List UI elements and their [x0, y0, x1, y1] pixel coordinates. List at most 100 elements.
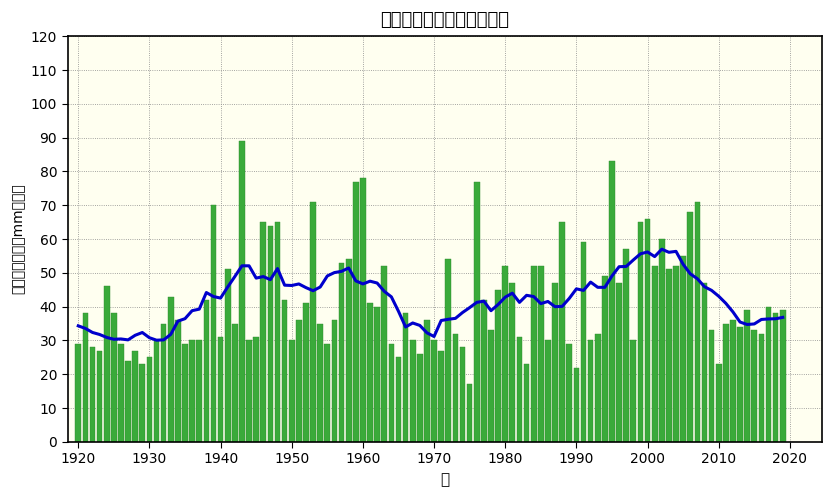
- Bar: [723, 324, 729, 442]
- Bar: [531, 266, 536, 442]
- Bar: [168, 296, 173, 442]
- Bar: [452, 334, 458, 442]
- Bar: [82, 313, 88, 442]
- Bar: [631, 341, 636, 442]
- Bar: [545, 341, 551, 442]
- Bar: [360, 178, 366, 442]
- Bar: [616, 283, 622, 442]
- Bar: [446, 259, 451, 442]
- Bar: [552, 283, 558, 442]
- Bar: [353, 182, 359, 442]
- Bar: [104, 286, 110, 442]
- Bar: [474, 182, 480, 442]
- Bar: [303, 303, 309, 442]
- Bar: [161, 324, 167, 442]
- Bar: [751, 330, 757, 442]
- Bar: [716, 364, 721, 442]
- Bar: [147, 358, 152, 442]
- Bar: [253, 337, 259, 442]
- Bar: [438, 351, 444, 442]
- Bar: [111, 313, 117, 442]
- Bar: [566, 344, 572, 442]
- Bar: [232, 324, 237, 442]
- Bar: [759, 334, 764, 442]
- Bar: [132, 351, 138, 442]
- Bar: [766, 307, 771, 442]
- Bar: [602, 276, 608, 442]
- Bar: [217, 337, 223, 442]
- Bar: [651, 266, 657, 442]
- Bar: [118, 344, 124, 442]
- Bar: [637, 222, 643, 442]
- Bar: [737, 327, 743, 442]
- Bar: [424, 320, 430, 442]
- Bar: [317, 324, 323, 442]
- Bar: [431, 341, 436, 442]
- Bar: [673, 266, 679, 442]
- X-axis label: 年: 年: [440, 472, 449, 487]
- Bar: [332, 320, 337, 442]
- Bar: [346, 259, 352, 442]
- Bar: [275, 222, 281, 442]
- Bar: [367, 303, 373, 442]
- Bar: [681, 256, 686, 442]
- Y-axis label: １時間降水量（mm／時）: １時間降水量（mm／時）: [11, 184, 25, 294]
- Bar: [687, 212, 693, 442]
- Bar: [189, 341, 195, 442]
- Bar: [588, 341, 593, 442]
- Bar: [695, 202, 701, 442]
- Bar: [239, 141, 245, 442]
- Bar: [76, 344, 81, 442]
- Bar: [773, 313, 779, 442]
- Bar: [402, 313, 408, 442]
- Bar: [410, 341, 416, 442]
- Bar: [289, 341, 295, 442]
- Bar: [97, 351, 102, 442]
- Bar: [388, 344, 394, 442]
- Bar: [282, 300, 287, 442]
- Bar: [516, 337, 522, 442]
- Bar: [574, 368, 579, 442]
- Bar: [645, 219, 651, 442]
- Bar: [730, 320, 736, 442]
- Bar: [481, 300, 486, 442]
- Bar: [538, 266, 544, 442]
- Bar: [595, 334, 601, 442]
- Bar: [247, 341, 252, 442]
- Bar: [709, 330, 715, 442]
- Bar: [374, 307, 380, 442]
- Bar: [460, 347, 466, 442]
- Bar: [325, 344, 330, 442]
- Bar: [417, 354, 422, 442]
- Bar: [203, 300, 209, 442]
- Bar: [90, 347, 95, 442]
- Bar: [701, 283, 707, 442]
- Bar: [182, 344, 188, 442]
- Bar: [488, 330, 494, 442]
- Bar: [510, 283, 515, 442]
- Bar: [211, 205, 217, 442]
- Bar: [339, 263, 344, 442]
- Title: 東京の年最大１時間降水量: 東京の年最大１時間降水量: [380, 11, 509, 29]
- Bar: [153, 341, 159, 442]
- Bar: [310, 202, 316, 442]
- Bar: [609, 161, 615, 442]
- Bar: [581, 243, 586, 442]
- Bar: [382, 266, 387, 442]
- Bar: [225, 269, 231, 442]
- Bar: [780, 310, 786, 442]
- Bar: [396, 358, 402, 442]
- Bar: [125, 361, 131, 442]
- Bar: [496, 290, 501, 442]
- Bar: [466, 384, 472, 442]
- Bar: [559, 222, 565, 442]
- Bar: [261, 222, 266, 442]
- Bar: [296, 320, 302, 442]
- Bar: [666, 269, 671, 442]
- Bar: [524, 364, 530, 442]
- Bar: [659, 239, 665, 442]
- Bar: [267, 226, 273, 442]
- Bar: [197, 341, 202, 442]
- Bar: [175, 320, 181, 442]
- Bar: [502, 266, 508, 442]
